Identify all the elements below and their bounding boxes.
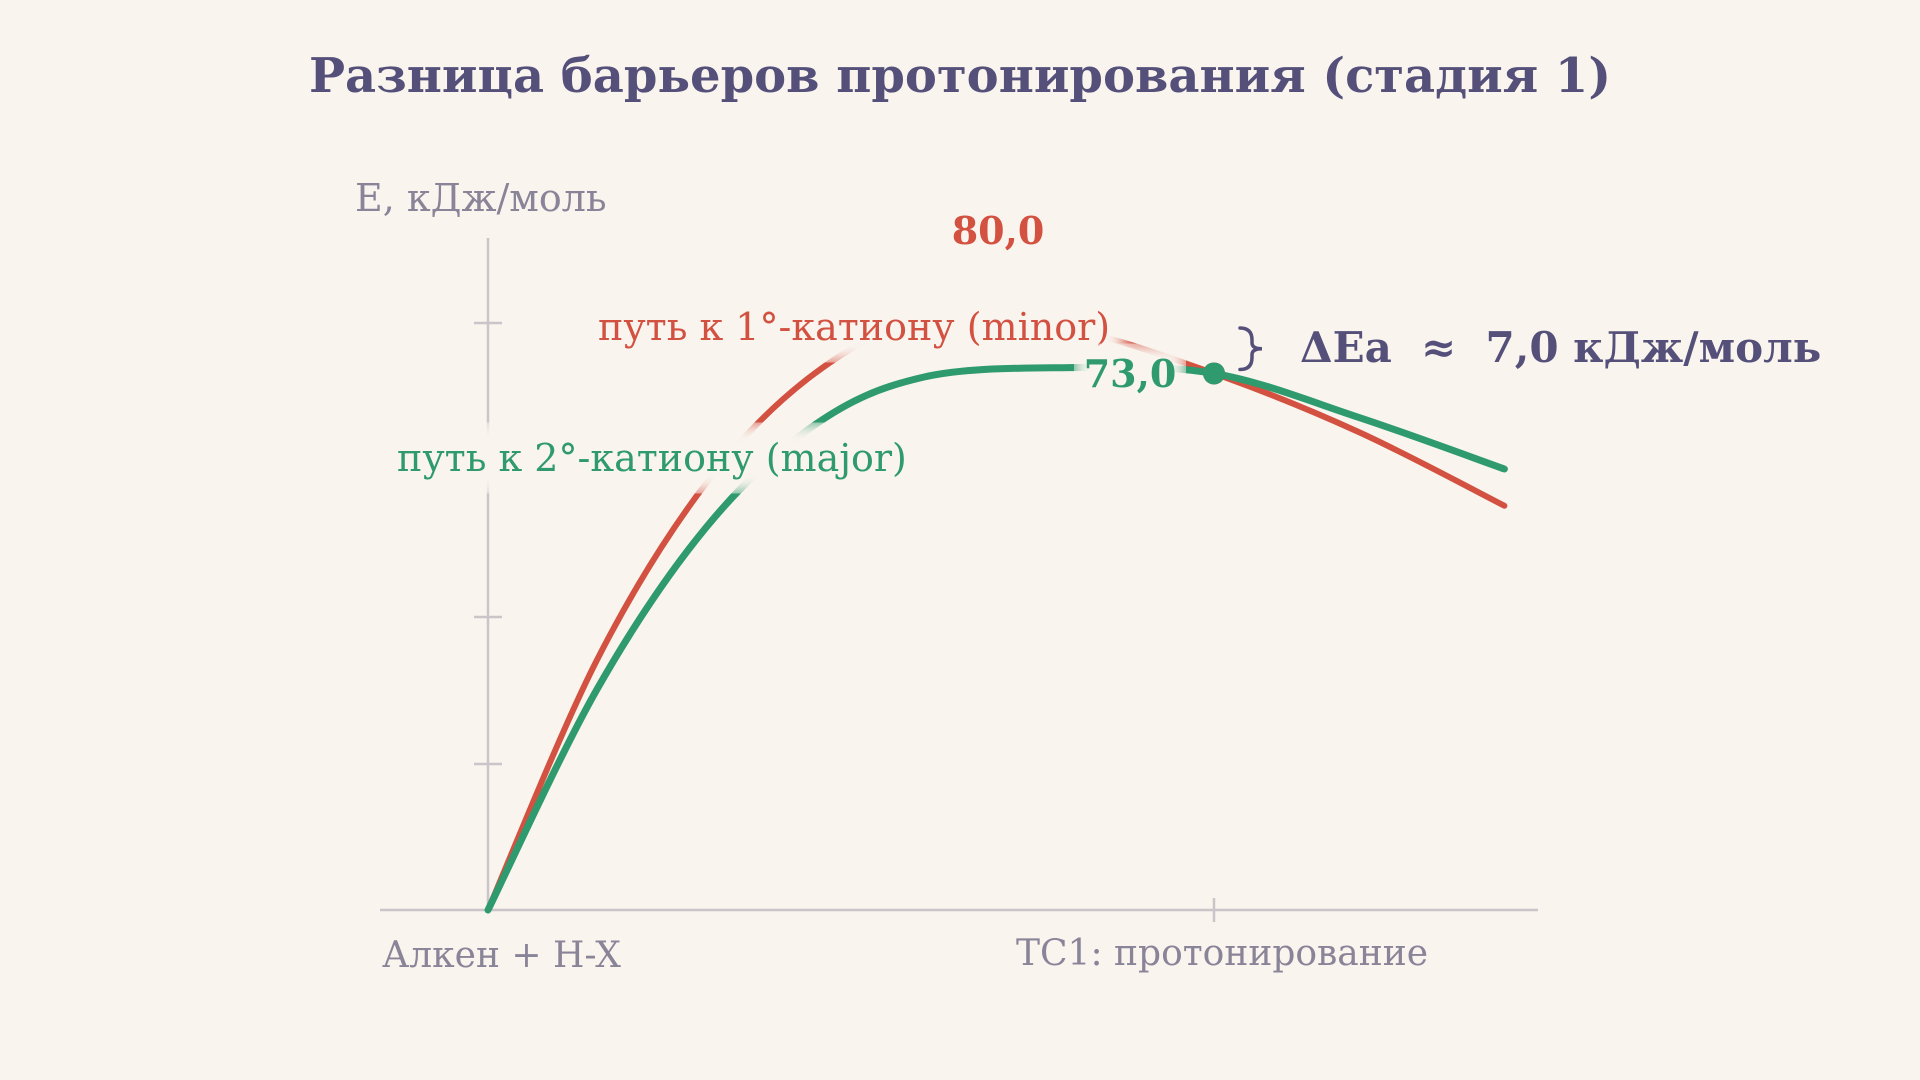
series-labels: путь к 2°-катиону (major) путь к 1°-кати… — [397, 305, 1111, 480]
label-halo — [598, 305, 1111, 349]
delta-ea-label: ΔEa ≈ 7,0 кДж/моль — [1300, 323, 1821, 372]
x-tick-label-reactants: Алкен + H-X — [382, 935, 621, 976]
delta-brace-icon — [1238, 326, 1263, 372]
chart-title: Разница барьеров протонирования (стадия … — [309, 48, 1611, 104]
y-axis-label: E, кДж/моль — [355, 176, 607, 220]
label-halo — [397, 436, 907, 480]
label-halo — [1083, 355, 1177, 392]
axes — [380, 238, 1538, 922]
data-point-major-ts1 — [1203, 362, 1225, 385]
series-line-major-path — [484, 363, 1508, 914]
peak-value-minor: 80,0 — [952, 208, 1045, 253]
x-tick-label-ts1: ТС1: протонирование — [1016, 933, 1428, 974]
series-label-minor: путь к 1°-катиону (minor) — [598, 305, 1110, 349]
series-label-major: путь к 2°-катиону (major) — [397, 436, 907, 480]
peak-value-major: 73,0 — [1084, 351, 1177, 396]
